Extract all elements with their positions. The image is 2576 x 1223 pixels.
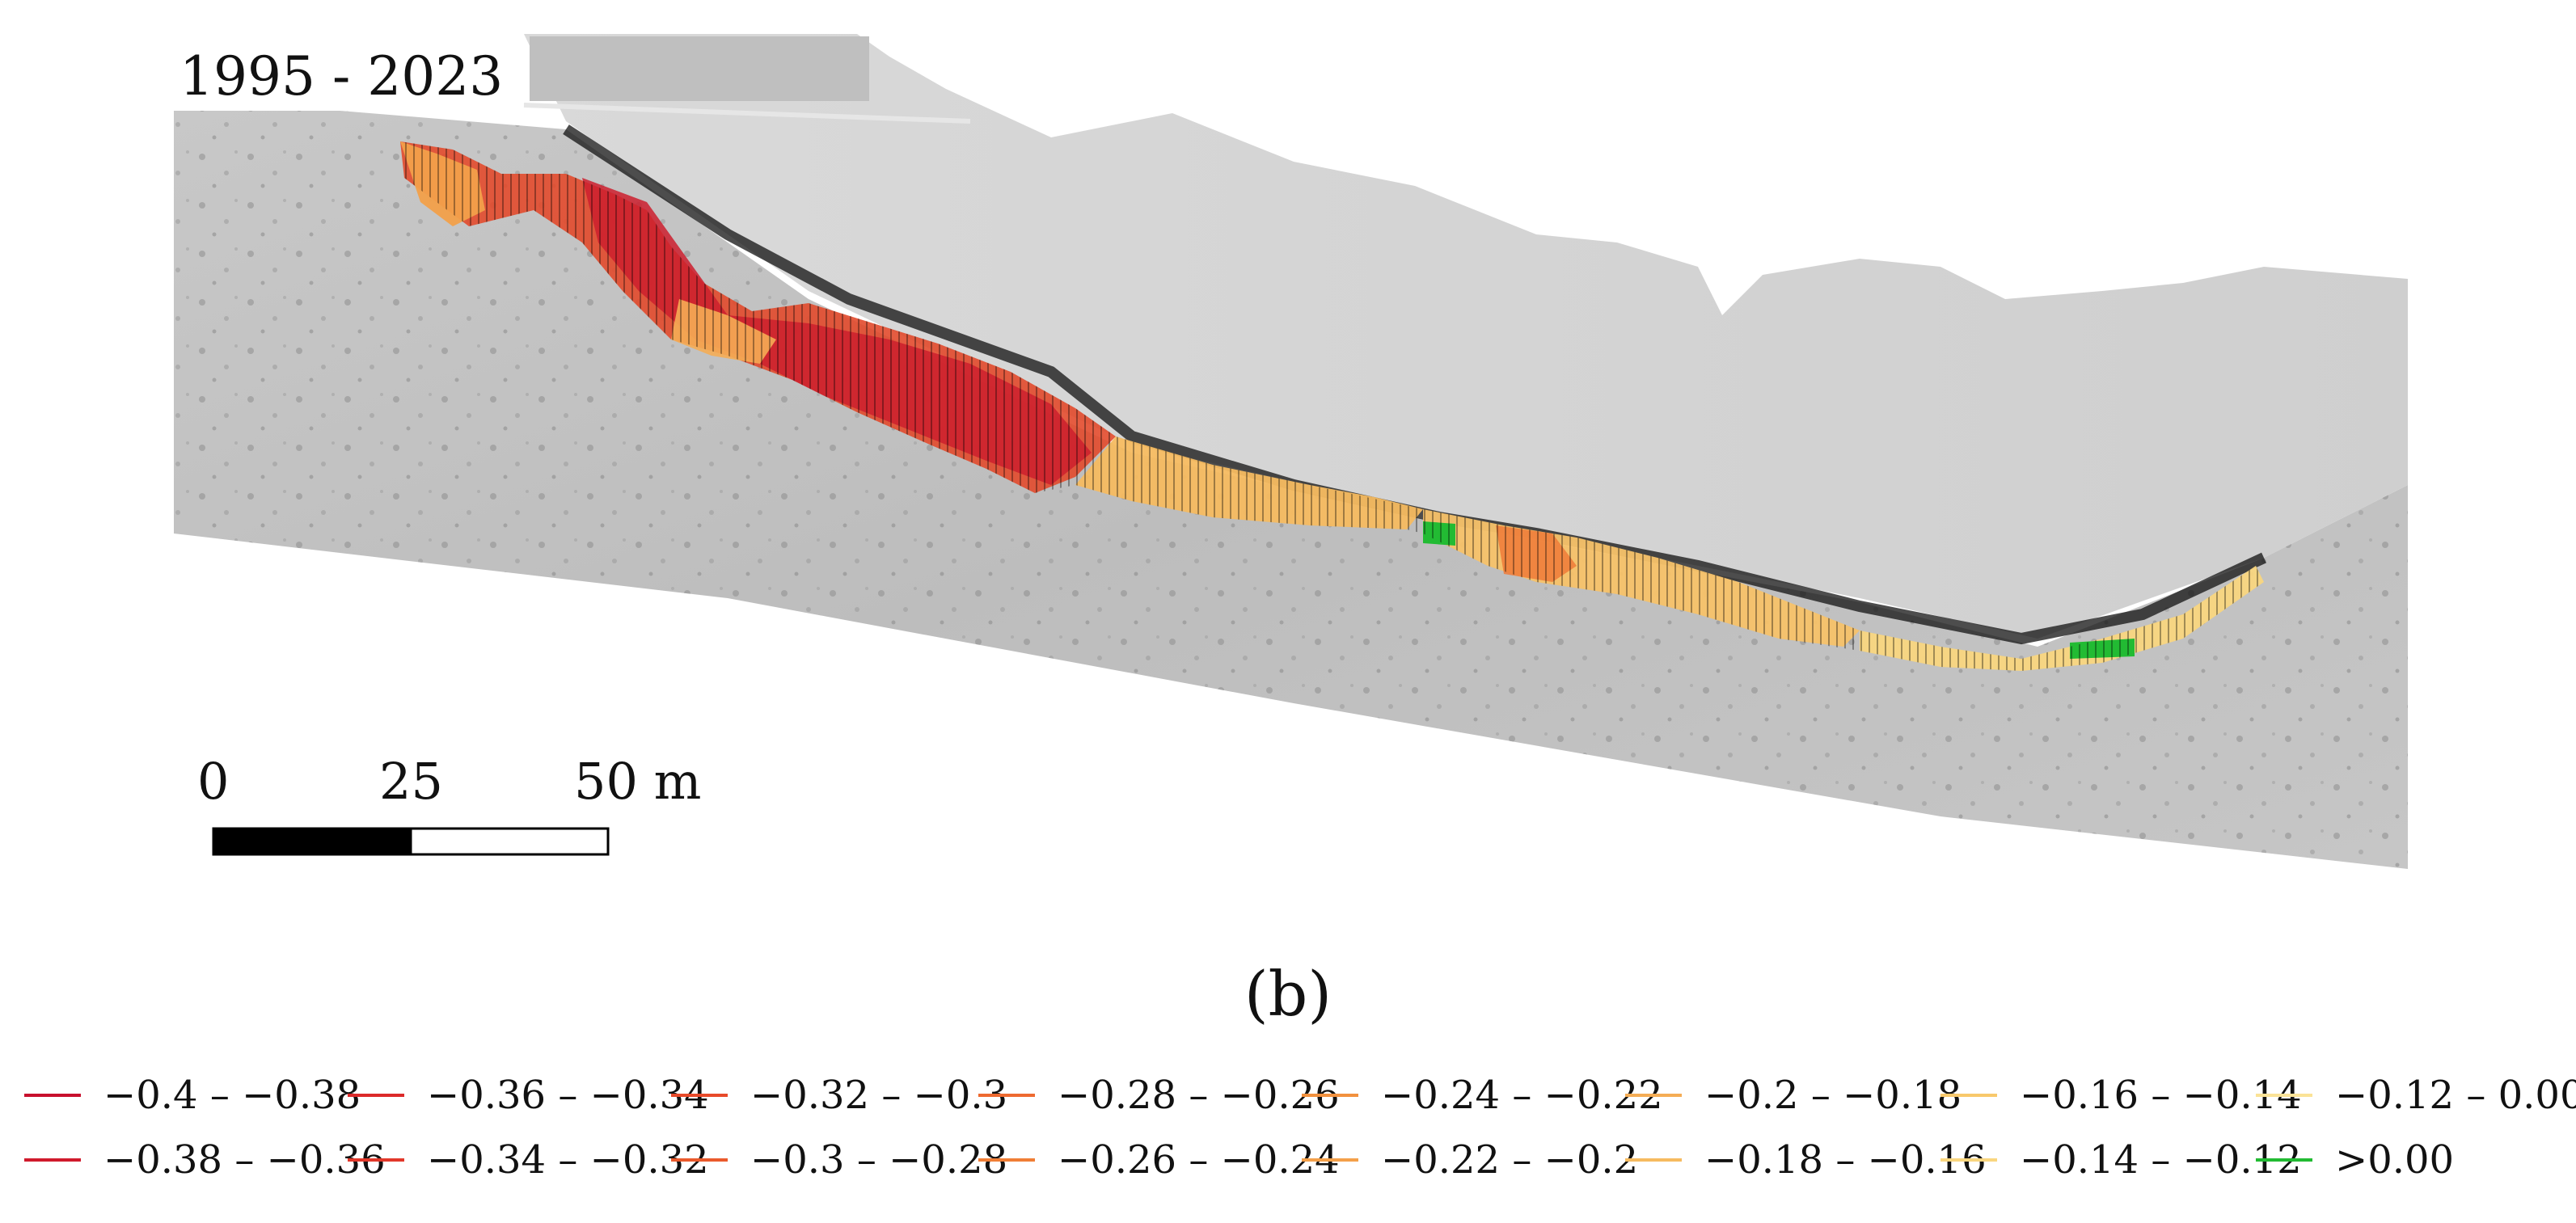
legend-swatch [348,1094,404,1097]
legend-swatch [1940,1094,1997,1097]
legend-item: −0.2 – −0.18 [1625,1067,1962,1124]
legend-swatch [24,1158,81,1162]
legend-item: −0.36 – −0.34 [348,1067,709,1124]
legend-item: −0.38 – −0.36 [24,1132,386,1188]
legend-item: −0.18 – −0.16 [1625,1132,1987,1188]
legend-swatch [671,1158,728,1162]
erosion-band [400,141,2264,671]
period-label: 1995 - 2023 [171,42,512,111]
legend-swatch [24,1094,81,1097]
legend-row-2: −0.38 – −0.36 −0.34 – −0.32 −0.3 – −0.28… [24,1132,2555,1188]
legend-swatch [978,1158,1035,1162]
legend-swatch [1625,1158,1682,1162]
legend-swatch [671,1094,728,1097]
legend-item: −0.4 – −0.38 [24,1067,361,1124]
panel-label: (b) [1244,958,1332,1030]
scale-bar [212,827,610,856]
legend-item: −0.24 – −0.22 [1302,1067,1663,1124]
legend-item: −0.26 – −0.24 [978,1132,1340,1188]
legend-swatch [348,1158,404,1162]
scale-label-25: 25 [379,752,443,811]
legend: −0.4 – −0.38 −0.36 – −0.34 −0.32 – −0.3 … [24,1067,2576,1212]
scale-label-0: 0 [197,752,230,811]
hillshade-map [174,34,2408,869]
lower-terrain [174,97,2408,869]
legend-item: −0.22 – −0.2 [1302,1132,1638,1188]
legend-item: −0.16 – −0.14 [1940,1067,2302,1124]
legend-item: −0.3 – −0.28 [671,1132,1007,1188]
legend-item: −0.32 – −0.3 [671,1067,1007,1124]
legend-swatch [1940,1158,1997,1162]
scale-bar-labels: 0 25 50 m [197,752,731,816]
scale-label-50: 50 m [574,752,702,811]
upper-terrain [523,34,2408,639]
legend-swatch [978,1094,1035,1097]
legend-swatch [2256,1158,2312,1162]
legend-item: −0.12 – 0.00 [2256,1067,2576,1124]
legend-item: −0.28 – −0.26 [978,1067,1340,1124]
legend-swatch [2256,1094,2312,1097]
legend-item: >0.00 [2256,1132,2454,1188]
legend-swatch [1302,1158,1358,1162]
legend-item: −0.34 – −0.32 [348,1132,709,1188]
legend-row-1: −0.4 – −0.38 −0.36 – −0.34 −0.32 – −0.3 … [24,1067,2576,1124]
legend-swatch [1302,1094,1358,1097]
legend-swatch [1625,1094,1682,1097]
legend-item: −0.14 – −0.12 [1940,1132,2302,1188]
